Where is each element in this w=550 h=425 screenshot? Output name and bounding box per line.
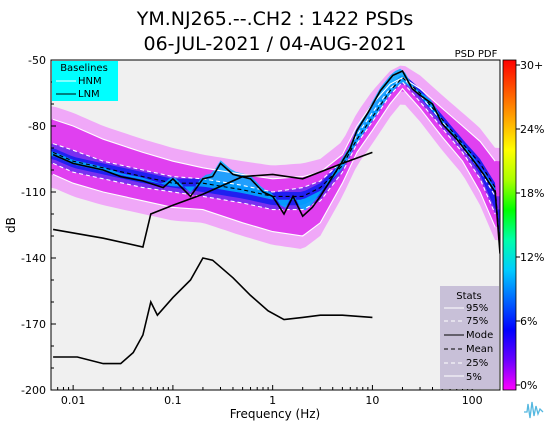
x-axis: 0.01 0.1 1 10 100 [50, 385, 483, 407]
colorbar-tick-label: 30+ [520, 59, 543, 72]
legend-label-95: 95% [466, 303, 488, 314]
colorbar-ticks: 30+ 24% 18% 12% 6% 0% [516, 59, 544, 392]
x-tick-label: 0.01 [61, 394, 86, 407]
legend-label-lnm: LNM [78, 89, 100, 100]
colorbar-tick-label: 18% [520, 187, 544, 200]
plot-frame [50, 59, 501, 391]
colorbar-tick-label: 6% [520, 315, 537, 328]
density-band-95-5 [51, 78, 500, 236]
legend-label-25: 25% [466, 358, 488, 369]
baselines-legend-title: Baselines [60, 63, 108, 74]
stats-legend-title: Stats [456, 291, 482, 302]
x-tick-label: 1 [269, 394, 276, 407]
series-mean [52, 76, 500, 250]
x-tick-label: 100 [462, 394, 483, 407]
chart-title-line1: YM.NJ265.--.CH2 : 1422 PSDs [136, 8, 413, 30]
series-5pct [52, 87, 496, 237]
y-tick-label: -170 [21, 318, 46, 331]
y-tick-label: -110 [21, 186, 46, 199]
data-lines [52, 69, 500, 365]
series-95pct [52, 76, 496, 180]
x-tick-label: 10 [365, 394, 379, 407]
y-axis-label: dB [4, 217, 18, 233]
stats-legend-box [440, 286, 499, 389]
colorbar-title: PSD PDF [455, 49, 498, 60]
legend-label-mean: Mean [466, 344, 493, 355]
series-lnm [53, 257, 373, 365]
baselines-legend: Baselines HNM LNM [52, 61, 118, 101]
x-axis-label: Frequency (Hz) [230, 407, 321, 421]
legend-label-mode: Mode [466, 330, 493, 341]
series-75pct [52, 76, 496, 197]
x-tick-label: 0.1 [164, 394, 182, 407]
legend-label-75: 75% [466, 316, 488, 327]
colorbar-tick-label: 0% [520, 379, 537, 392]
colorbar-tick-label: 24% [520, 123, 544, 136]
y-tick-label: -200 [21, 384, 46, 397]
colorbar-tick-label: 12% [520, 251, 544, 264]
legend-label-5: 5% [466, 372, 482, 383]
series-mode [52, 69, 500, 254]
logo-icon [522, 398, 546, 422]
y-tick-label: -80 [28, 120, 46, 133]
colorbar [502, 59, 517, 391]
chart-title-line2: 06-JUL-2021 / 04-AUG-2021 [144, 33, 407, 55]
y-tick-label: -50 [28, 54, 46, 67]
y-tick-label: -140 [21, 252, 46, 265]
series-25pct [52, 81, 496, 215]
legend-label-hnm: HNM [78, 76, 102, 87]
pdf-density-bands [51, 65, 500, 253]
series-hnm [52, 151, 373, 248]
stats-legend: Stats 95% 75% Mode Mean 25% 5% [440, 286, 499, 389]
